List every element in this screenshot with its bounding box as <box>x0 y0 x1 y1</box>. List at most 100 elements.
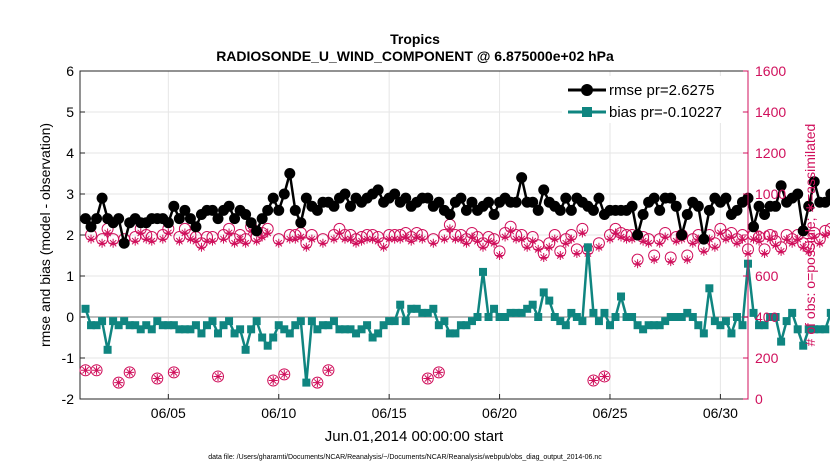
x-tick-label: 06/15 <box>372 405 407 421</box>
rmse-point <box>538 184 550 196</box>
obs-assimilated-point <box>605 234 615 244</box>
obs-possible-point <box>421 372 434 385</box>
bias-point <box>368 333 377 342</box>
bias-point <box>793 325 802 334</box>
obs-assimilated-point <box>92 365 102 375</box>
rmse-point <box>527 196 539 208</box>
rmse-point <box>676 229 688 241</box>
rmse-point <box>372 184 384 196</box>
bias-point <box>523 304 532 313</box>
obs-assimilated-point <box>230 238 240 248</box>
legend-rmse-label: rmse pr=2.6275 <box>609 82 714 99</box>
obs-assimilated-point <box>533 244 543 254</box>
bias-point <box>291 321 300 330</box>
obs-assimilated-point <box>241 238 251 248</box>
y-right-tick-label: 600 <box>755 268 779 284</box>
rmse-point <box>267 192 279 204</box>
bias-point <box>727 329 736 338</box>
bias-point <box>677 313 686 321</box>
rmse-point <box>328 200 340 212</box>
y-right-tick-label: 1400 <box>755 104 786 120</box>
obs-assimilated-point <box>296 232 306 242</box>
bias-point <box>114 321 123 330</box>
y-tick-label: -2 <box>62 391 75 407</box>
legend-rmse-marker <box>581 84 593 96</box>
bias-point <box>313 325 322 334</box>
obs-assimilated-point <box>351 238 361 248</box>
obs-assimilated-point <box>517 234 527 244</box>
rmse-point <box>262 204 274 216</box>
bias-point <box>528 300 537 309</box>
bias-point <box>186 325 195 334</box>
y-right-tick-label: 200 <box>755 350 779 366</box>
bias-point <box>484 313 493 321</box>
bias-point <box>418 308 427 317</box>
rmse-point <box>251 225 263 237</box>
obs-assimilated-point <box>671 236 681 246</box>
obs-assimilated-point <box>804 246 814 256</box>
bias-point <box>280 325 289 334</box>
obs-assimilated-point <box>362 234 372 244</box>
rmse-point <box>753 200 765 212</box>
obs-assimilated-point <box>357 236 367 246</box>
x-tick-label: 06/25 <box>592 405 627 421</box>
bias-point <box>550 313 559 321</box>
obs-assimilated-point <box>472 236 482 246</box>
x-tick-label: 06/05 <box>151 405 186 421</box>
bias-point <box>109 317 118 326</box>
bias-point <box>572 313 581 321</box>
bias-point <box>429 304 438 313</box>
rmse-point <box>637 209 649 220</box>
obs-assimilated-point <box>136 228 146 238</box>
obs-possible-point <box>90 364 103 377</box>
obs-assimilated-point <box>174 236 184 246</box>
bias-point <box>755 321 764 330</box>
x-tick-label: 06/30 <box>703 405 738 421</box>
bias-point <box>766 313 775 321</box>
bias-point <box>810 325 819 334</box>
obs-possible-point <box>432 366 445 379</box>
bias-point <box>821 325 830 334</box>
bias-point <box>545 296 554 305</box>
obs-assimilated-point <box>114 378 124 388</box>
rmse-point <box>670 200 682 212</box>
bias-point <box>208 317 217 326</box>
obs-assimilated-point <box>511 234 521 244</box>
obs-assimilated-point <box>97 238 107 248</box>
bias-point <box>771 313 780 321</box>
bias-point <box>363 321 372 330</box>
obs-assimilated-point <box>163 228 173 238</box>
obs-assimilated-point <box>754 236 764 246</box>
bias-point <box>120 317 129 326</box>
bias-point <box>412 304 421 313</box>
obs-assimilated-point <box>263 228 273 238</box>
rmse-point <box>825 188 830 200</box>
rmse-point <box>488 209 500 220</box>
rmse-point <box>422 192 434 204</box>
bias-point <box>473 313 482 321</box>
rmse-point <box>665 192 677 204</box>
obs-assimilated-point <box>500 232 510 242</box>
bias-point <box>423 308 432 317</box>
obs-assimilated-point <box>737 234 747 244</box>
x-axis-label: Jun.01,2014 00:00:00 start <box>325 428 504 445</box>
obs-assimilated-point <box>798 242 808 252</box>
obs-assimilated-point <box>147 236 157 246</box>
rmse-point <box>311 204 323 216</box>
chart-subtitle: RADIOSONDE_U_WIND_COMPONENT @ 6.875000e+… <box>216 48 614 64</box>
bias-point <box>611 313 620 321</box>
obs-assimilated-point <box>528 236 538 246</box>
rmse-point <box>516 172 528 184</box>
bias-point <box>407 304 416 313</box>
obs-assimilated-point <box>555 251 565 260</box>
obs-assimilated-point <box>290 234 300 244</box>
obs-assimilated-point <box>765 234 775 244</box>
obs-assimilated-point <box>782 234 792 244</box>
bias-point <box>236 325 245 334</box>
bias-point <box>501 313 510 321</box>
obs-assimilated-point <box>749 234 759 244</box>
bias-point <box>710 317 719 326</box>
rmse-point <box>273 204 285 216</box>
rmse-point <box>85 221 97 233</box>
rmse-point <box>278 188 290 200</box>
